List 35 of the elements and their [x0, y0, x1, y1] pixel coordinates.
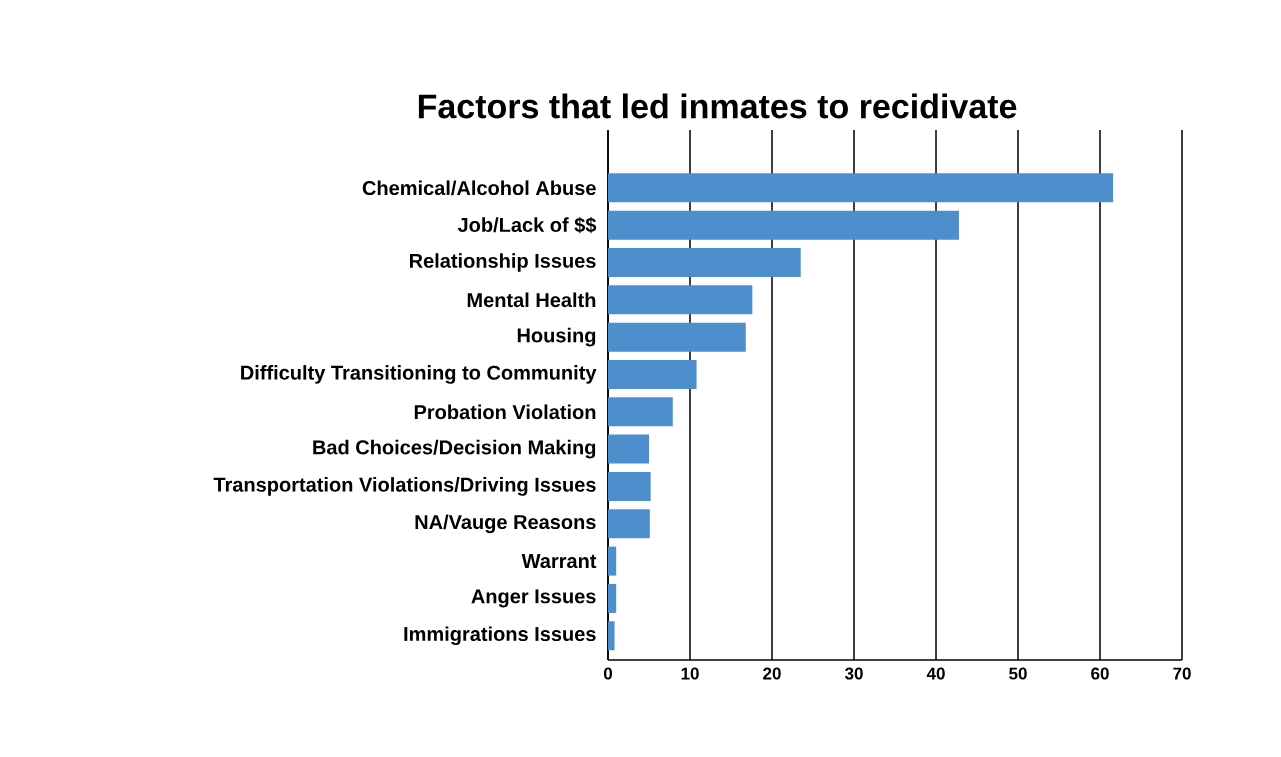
x-tick-label: 0: [603, 667, 613, 680]
y-tick-label: Job/Lack of $$: [457, 217, 597, 234]
bar: [608, 621, 615, 651]
y-tick-label: Housing: [517, 327, 596, 347]
x-tick-label: 30: [844, 667, 863, 680]
bar: [608, 509, 650, 539]
y-tick-label: Bad Choices/Decision Making: [313, 439, 596, 459]
bar: [608, 471, 651, 501]
bar: [608, 248, 801, 277]
bar: [608, 359, 697, 389]
y-tick-label: Difficulty Transitioning to Community: [241, 365, 597, 384]
x-tick-label: 50: [1009, 667, 1027, 680]
y-tick-label: Transportation Violations/Driving Issues: [213, 477, 596, 496]
y-tick-label: Chemical/Alcohol Abuse: [362, 180, 596, 196]
x-tick-label: 70: [1173, 667, 1191, 680]
y-tick-label: Warrant: [521, 554, 597, 569]
y-tick-label: NA/Vauge Reasons: [415, 514, 596, 534]
y-tick-label: Immigrations Issues: [404, 626, 596, 646]
bar: [608, 434, 649, 464]
bar: [608, 285, 753, 315]
y-tick-label: Anger Issues: [471, 589, 596, 608]
x-tick-label: 40: [926, 667, 945, 680]
x-tick-label: 10: [681, 667, 699, 680]
bar: [608, 173, 1114, 203]
bar: [608, 322, 746, 352]
bar: [608, 546, 617, 576]
x-tick-label: 60: [1091, 667, 1109, 680]
y-tick-label: Mental Health: [467, 292, 596, 308]
bar: [608, 210, 959, 240]
y-tick-label: Relationship Issues: [409, 253, 596, 272]
y-tick-label: Probation Violation: [414, 404, 596, 420]
bar: [608, 397, 673, 427]
chart-title: Factors that led inmates to recidivate: [418, 93, 1017, 119]
bar: [608, 583, 617, 613]
x-tick-label: 20: [763, 667, 781, 680]
